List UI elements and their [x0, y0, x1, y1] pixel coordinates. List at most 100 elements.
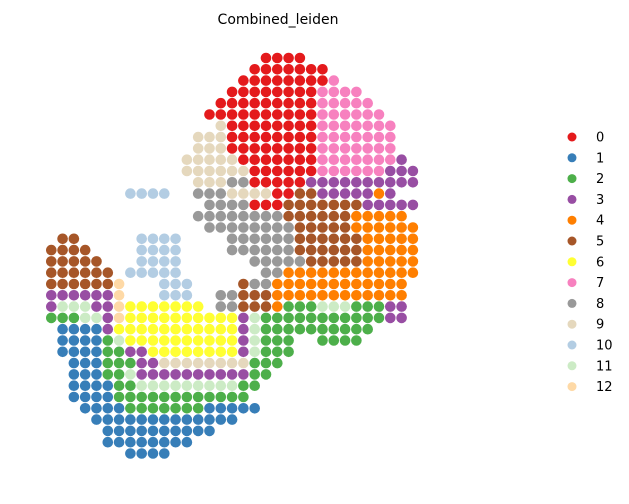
spot-cluster-0 — [294, 143, 306, 154]
spot-cluster-4 — [396, 244, 407, 256]
spot-cluster-1 — [159, 414, 170, 425]
spot-cluster-11 — [215, 380, 227, 392]
spot-cluster-6 — [113, 323, 125, 335]
spot-cluster-2 — [362, 301, 374, 312]
spot-cluster-3 — [215, 369, 227, 380]
spot-cluster-4 — [385, 233, 396, 245]
spot-cluster-5 — [102, 278, 114, 290]
spot-cluster-0 — [283, 154, 294, 165]
spot-cluster-11 — [113, 335, 125, 346]
spot-cluster-1 — [204, 425, 215, 437]
spot-cluster-1 — [181, 425, 193, 437]
spot-cluster-2 — [125, 403, 136, 414]
spot-cluster-6 — [147, 346, 159, 358]
spot-cluster-0 — [294, 109, 306, 120]
spot-cluster-3 — [102, 290, 114, 301]
spot-cluster-6 — [170, 323, 181, 335]
spot-cluster-7 — [385, 131, 396, 143]
spot-cluster-11 — [249, 335, 260, 346]
spot-cluster-1 — [79, 380, 91, 392]
spot-cluster-5 — [339, 244, 351, 256]
spot-cluster-5 — [68, 256, 80, 267]
spot-cluster-11 — [147, 380, 159, 392]
spot-cluster-8 — [192, 210, 204, 222]
spot-cluster-7 — [339, 165, 351, 177]
spot-cluster-4 — [385, 244, 396, 256]
spot-cluster-2 — [113, 391, 125, 403]
spot-cluster-8 — [238, 199, 249, 211]
spot-cluster-6 — [159, 335, 170, 346]
spot-cluster-5 — [57, 233, 68, 245]
spot-cluster-9 — [226, 165, 238, 177]
spot-cluster-7 — [373, 165, 385, 177]
spot-cluster-8 — [249, 210, 260, 222]
spot-cluster-7 — [351, 165, 362, 177]
spot-cluster-7 — [328, 97, 340, 109]
spot-cluster-6 — [192, 323, 204, 335]
spot-cluster-3 — [136, 346, 147, 358]
spot-cluster-2 — [260, 323, 272, 335]
spot-cluster-0 — [283, 109, 294, 120]
spot-cluster-0 — [283, 177, 294, 188]
spot-cluster-11 — [79, 301, 91, 312]
spot-cluster-6 — [226, 335, 238, 346]
spot-cluster-0 — [260, 120, 272, 132]
spot-cluster-7 — [328, 154, 340, 165]
spot-cluster-7 — [362, 109, 374, 120]
spot-cluster-8 — [226, 222, 238, 233]
spot-cluster-9 — [181, 357, 193, 369]
spot-cluster-1 — [91, 414, 102, 425]
spot-cluster-8 — [260, 210, 272, 222]
spot-cluster-10 — [159, 233, 170, 245]
spot-cluster-4 — [351, 290, 362, 301]
spot-cluster-9 — [226, 357, 238, 369]
spot-cluster-5 — [57, 244, 68, 256]
spot-cluster-0 — [272, 131, 283, 143]
spot-cluster-10 — [147, 256, 159, 267]
spot-cluster-7 — [385, 143, 396, 154]
spot-cluster-4 — [396, 210, 407, 222]
spot-cluster-5 — [294, 188, 306, 199]
spot-cluster-4 — [396, 290, 407, 301]
spot-cluster-0 — [283, 120, 294, 132]
spot-cluster-0 — [249, 75, 260, 86]
spot-cluster-9 — [159, 357, 170, 369]
legend-label-7: 7 — [596, 276, 604, 291]
spot-cluster-9 — [192, 154, 204, 165]
spot-cluster-5 — [351, 199, 362, 211]
spot-cluster-4 — [407, 256, 419, 267]
spot-cluster-10 — [136, 267, 147, 279]
spot-cluster-0 — [260, 131, 272, 143]
legend-marker-0 — [567, 132, 577, 142]
spot-cluster-5 — [305, 222, 317, 233]
spot-cluster-9 — [215, 177, 227, 188]
spot-cluster-7 — [328, 165, 340, 177]
spot-cluster-2 — [147, 403, 159, 414]
spot-cluster-2 — [102, 335, 114, 346]
spot-cluster-0 — [260, 52, 272, 64]
spot-cluster-1 — [91, 346, 102, 358]
spot-cluster-5 — [317, 233, 328, 245]
legend-marker-11 — [567, 361, 577, 371]
legend-label-5: 5 — [596, 235, 604, 250]
spot-cluster-3 — [125, 346, 136, 358]
spot-cluster-2 — [192, 391, 204, 403]
spot-cluster-3 — [328, 177, 340, 188]
spot-cluster-1 — [91, 335, 102, 346]
spot-cluster-2 — [283, 312, 294, 324]
spot-cluster-0 — [272, 97, 283, 109]
spot-cluster-6 — [147, 335, 159, 346]
spot-cluster-8 — [215, 222, 227, 233]
spot-cluster-3 — [362, 188, 374, 199]
spot-cluster-2 — [102, 346, 114, 358]
spot-cluster-8 — [283, 233, 294, 245]
spot-cluster-2 — [125, 380, 136, 392]
spot-cluster-5 — [317, 210, 328, 222]
spot-cluster-1 — [91, 380, 102, 392]
spot-cluster-2 — [305, 301, 317, 312]
spot-cluster-7 — [328, 75, 340, 86]
spot-cluster-0 — [294, 97, 306, 109]
spot-cluster-0 — [260, 154, 272, 165]
spot-cluster-3 — [238, 369, 249, 380]
spot-cluster-8 — [226, 290, 238, 301]
